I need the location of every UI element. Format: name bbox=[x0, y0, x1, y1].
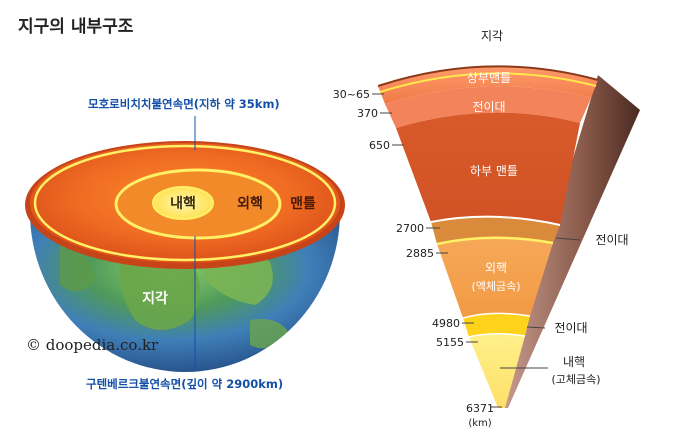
depth-label-370: 370 bbox=[357, 107, 378, 120]
transition-3-label: 전이대 bbox=[554, 321, 587, 335]
transition-2-label: 전이대 bbox=[595, 233, 628, 247]
depth-label-30-65: 30~65 bbox=[333, 88, 370, 101]
depth-label-2700: 2700 bbox=[396, 222, 424, 235]
crust-label: 지각 bbox=[142, 290, 168, 307]
inner-core-label: 내핵 bbox=[170, 196, 196, 212]
moho-boundary-line bbox=[379, 72, 597, 93]
transition-1-label: 전이대 bbox=[472, 100, 505, 114]
inner-core-sub-label: (고체금속) bbox=[551, 373, 600, 386]
outer-core-wedge-label: 외핵 bbox=[485, 261, 507, 275]
inner-core-disc bbox=[152, 186, 214, 220]
leader-transition-3 bbox=[526, 326, 546, 329]
moho-discontinuity-label: 모호로비치치불연속면(지하 약 35km) bbox=[88, 97, 280, 111]
outer-core-label: 외핵 bbox=[237, 195, 263, 212]
zone-lower-mantle bbox=[396, 112, 580, 225]
depth-label-650: 650 bbox=[369, 139, 390, 152]
zone-transition-3 bbox=[463, 313, 530, 337]
zone-transition-1 bbox=[385, 86, 591, 128]
depth-label-4980: 4980 bbox=[432, 317, 460, 330]
zone-inner-core bbox=[469, 333, 525, 408]
boundary-5155 bbox=[468, 333, 526, 338]
boundary-2700 bbox=[430, 215, 561, 226]
zone-outer-core bbox=[437, 237, 553, 318]
depth-label-5155: 5155 bbox=[436, 336, 464, 349]
outer-core-sub-label: (액체금속) bbox=[471, 280, 520, 293]
crust-top-edge bbox=[377, 65, 599, 87]
inner-core-wedge-label: 내핵 bbox=[563, 355, 585, 369]
copyright-watermark: © doopedia.co.kr bbox=[26, 336, 159, 354]
leader-transition-2 bbox=[555, 237, 581, 241]
gutenberg-discontinuity-label: 구텐베르크불연속면(깊이 약 2900km) bbox=[86, 377, 284, 391]
depth-label-2885: 2885 bbox=[406, 247, 434, 260]
depth-label-6371: 6371 bbox=[466, 402, 494, 415]
boundary-4980 bbox=[462, 312, 531, 319]
moho-ring bbox=[33, 144, 337, 262]
zone-transition-2 bbox=[431, 216, 560, 244]
boundary-2885 bbox=[436, 236, 554, 246]
mantle-label: 맨틀 bbox=[290, 196, 316, 212]
wedge-side-face bbox=[498, 75, 640, 408]
lower-mantle-label: 하부 맨틀 bbox=[470, 164, 518, 178]
wedge-crust-label: 지각 bbox=[481, 29, 503, 43]
upper-mantle-label: 상부맨틀 bbox=[467, 71, 511, 85]
page-title: 지구의 내부구조 bbox=[18, 17, 134, 37]
depth-unit-label: (km) bbox=[468, 418, 491, 429]
